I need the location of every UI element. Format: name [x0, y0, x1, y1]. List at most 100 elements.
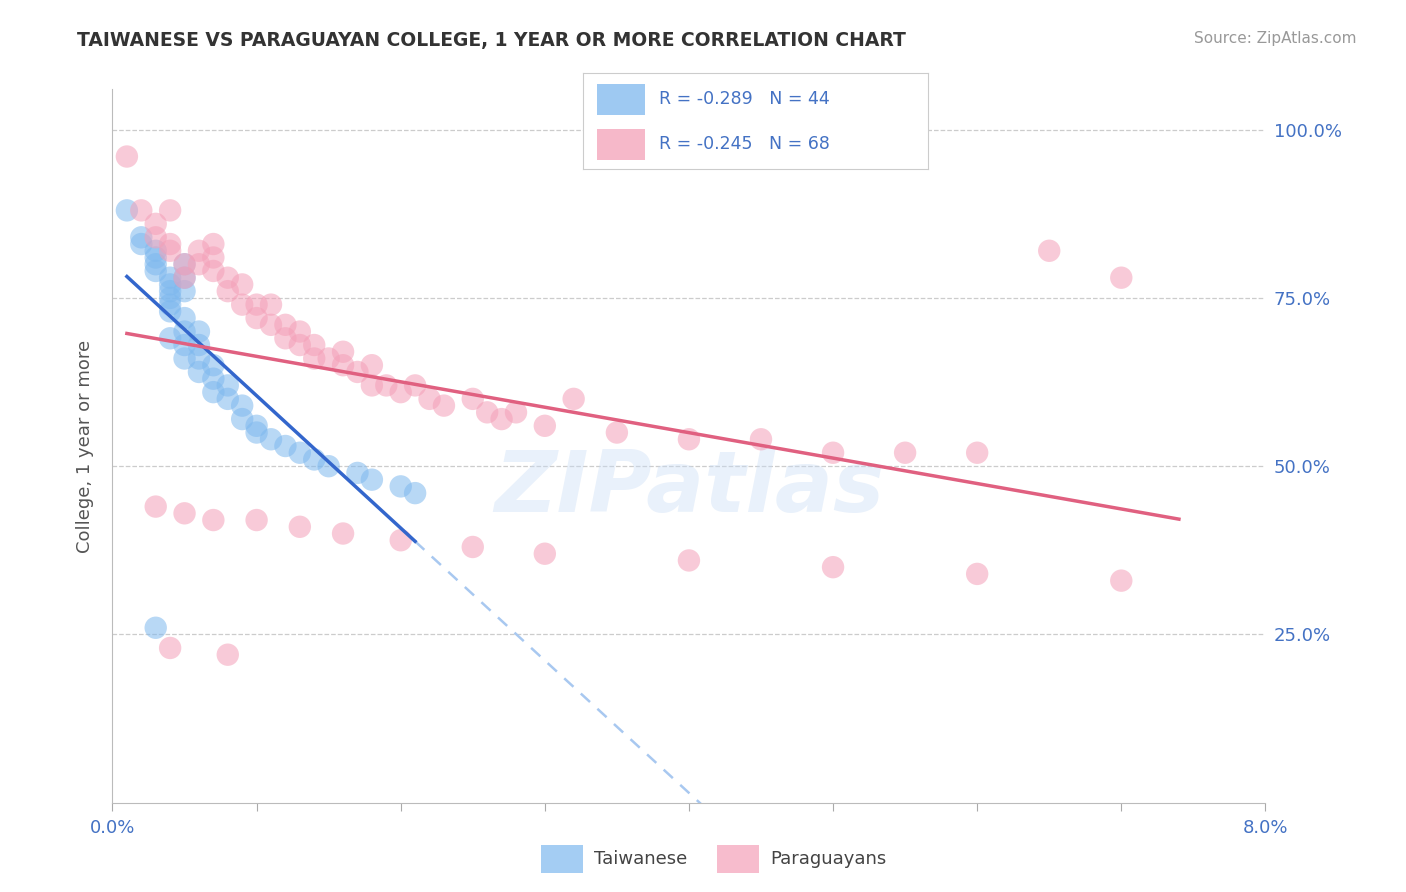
Point: [188, 351, 211, 366]
Point: [246, 298, 269, 312]
Point: [304, 338, 326, 352]
Point: [217, 378, 239, 392]
Point: [231, 412, 253, 426]
Point: [533, 418, 555, 433]
Text: Taiwanese: Taiwanese: [593, 849, 688, 868]
Point: [288, 325, 311, 339]
Point: [360, 473, 382, 487]
Point: [159, 291, 181, 305]
Point: [260, 432, 283, 446]
Point: [217, 284, 239, 298]
Point: [491, 412, 513, 426]
Point: [318, 351, 340, 366]
Text: ZIPatlas: ZIPatlas: [494, 447, 884, 531]
Point: [231, 298, 253, 312]
Point: [821, 560, 844, 574]
Point: [145, 264, 167, 278]
Point: [145, 230, 167, 244]
Point: [145, 621, 167, 635]
Point: [188, 257, 211, 271]
Point: [606, 425, 628, 440]
Point: [304, 351, 326, 366]
Point: [966, 446, 988, 460]
Point: [389, 533, 412, 548]
Point: [274, 331, 297, 345]
Point: [159, 284, 181, 298]
Y-axis label: College, 1 year or more: College, 1 year or more: [76, 340, 94, 552]
Point: [260, 298, 283, 312]
Point: [173, 270, 195, 285]
Point: [246, 425, 269, 440]
Point: [318, 459, 340, 474]
Point: [188, 325, 211, 339]
Point: [217, 648, 239, 662]
Point: [274, 439, 297, 453]
Point: [360, 378, 382, 392]
Point: [145, 251, 167, 265]
Point: [304, 452, 326, 467]
Point: [749, 432, 772, 446]
Point: [231, 277, 253, 292]
Point: [129, 237, 153, 252]
Point: [346, 466, 368, 480]
Point: [404, 378, 426, 392]
Point: [389, 479, 412, 493]
Point: [145, 217, 167, 231]
Point: [129, 230, 153, 244]
Point: [173, 257, 195, 271]
Text: Source: ZipAtlas.com: Source: ZipAtlas.com: [1194, 31, 1357, 46]
Point: [288, 446, 311, 460]
Point: [159, 640, 181, 655]
Point: [173, 325, 195, 339]
Point: [966, 566, 988, 581]
FancyBboxPatch shape: [598, 84, 645, 114]
Point: [894, 446, 917, 460]
Point: [274, 318, 297, 332]
Point: [159, 331, 181, 345]
Text: TAIWANESE VS PARAGUAYAN COLLEGE, 1 YEAR OR MORE CORRELATION CHART: TAIWANESE VS PARAGUAYAN COLLEGE, 1 YEAR …: [77, 31, 907, 50]
Point: [173, 257, 195, 271]
Point: [419, 392, 441, 406]
Point: [159, 237, 181, 252]
Point: [159, 304, 181, 318]
Point: [475, 405, 498, 419]
Point: [346, 365, 368, 379]
Point: [173, 338, 195, 352]
Point: [533, 547, 555, 561]
Point: [202, 358, 225, 372]
Point: [217, 270, 239, 285]
Point: [145, 244, 167, 258]
Point: [231, 399, 253, 413]
Point: [115, 149, 138, 163]
Point: [173, 284, 195, 298]
Point: [678, 432, 700, 446]
Point: [246, 418, 269, 433]
Point: [360, 358, 382, 372]
Point: [202, 513, 225, 527]
Point: [115, 203, 138, 218]
Point: [332, 344, 354, 359]
Point: [145, 500, 167, 514]
Point: [173, 311, 195, 326]
Point: [202, 372, 225, 386]
Point: [246, 513, 269, 527]
Point: [202, 251, 225, 265]
Point: [159, 298, 181, 312]
Point: [1111, 270, 1133, 285]
Point: [202, 385, 225, 400]
Point: [159, 244, 181, 258]
Point: [461, 540, 484, 554]
Point: [246, 311, 269, 326]
Point: [173, 506, 195, 520]
Point: [217, 392, 239, 406]
Point: [678, 553, 700, 567]
Point: [1111, 574, 1133, 588]
Point: [188, 365, 211, 379]
Point: [433, 399, 456, 413]
Text: Paraguayans: Paraguayans: [770, 849, 886, 868]
Text: R = -0.289   N = 44: R = -0.289 N = 44: [659, 90, 830, 108]
Point: [188, 244, 211, 258]
Point: [821, 446, 844, 460]
Point: [173, 270, 195, 285]
Point: [145, 257, 167, 271]
